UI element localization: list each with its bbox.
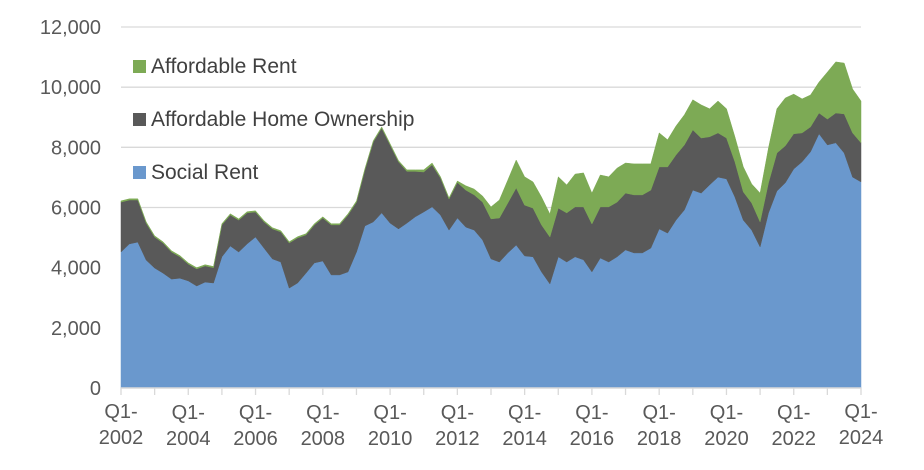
x-axis-labels: Q1- 2004 Q1- 2006 Q1- 2008 Q1- 2010 Q1- 2012 Q1- 20… (166, 402, 816, 450)
y-tick-label: 12,000 (40, 17, 101, 39)
x-tick-label: Q1- 2004 (166, 402, 211, 450)
x-tick-label-line1: Q1- (575, 402, 608, 424)
x-tick-label-start: Q1-2002 (98, 401, 144, 449)
x-tick-label-line2: 2014 (502, 428, 547, 450)
legend-swatch (133, 113, 146, 126)
x-tick-label-line1: Q1- (172, 402, 205, 424)
legend-item-affordable-rent: Affordable Rent (133, 40, 414, 93)
x-tick-label-line1: Q1- (710, 402, 743, 424)
x-tick-label: Q1- 2022 (771, 402, 816, 450)
x-tick-label-line1: Q1- (441, 402, 474, 424)
y-tick-label: 10,000 (40, 77, 101, 99)
x-tick-label-line2: 2010 (368, 428, 413, 450)
y-tick-label: 0 (90, 378, 101, 400)
x-tick-label-line2: 2022 (771, 428, 816, 450)
legend-label: Affordable Home Ownership (151, 107, 415, 131)
x-tick-label-line2: 2004 (166, 428, 211, 450)
x-tick-label: Q1- 2012 (435, 402, 480, 450)
legend-label: Affordable Rent (151, 54, 297, 78)
legend-item-affordable-home-ownership: Affordable Home Ownership (133, 93, 414, 146)
x-tick-label: Q1- 2014 (502, 402, 547, 450)
x-tick-label: Q1- 2010 (368, 402, 413, 450)
x-tick-label-line1: Q1- (777, 402, 810, 424)
legend-label: Social Rent (151, 160, 259, 184)
legend: Affordable Rent Affordable Home Ownershi… (133, 40, 414, 199)
x-tick-label: Q1- 2018 (637, 402, 682, 450)
y-tick-label: 6,000 (51, 198, 101, 220)
x-tick-label-line2: 2016 (570, 428, 615, 450)
x-tick-label-line1: Q1- (508, 402, 541, 424)
x-tick-label-line2: 2018 (637, 428, 682, 450)
axes (120, 387, 862, 395)
x-tick-label: Q1- 2006 (233, 402, 278, 450)
x-tick-label-end: Q1-2024 (838, 401, 884, 449)
area-affordable-rent (120, 61, 862, 270)
x-tick-label-line2: 2012 (435, 428, 480, 450)
x-tick-label-line1: Q1- (373, 402, 406, 424)
x-tick-label: Q1- 2016 (570, 402, 615, 450)
x-tick-label-line1: Q1- (239, 402, 272, 424)
legend-swatch (133, 166, 146, 179)
plot-areas (120, 61, 862, 389)
y-tick-label: 8,000 (51, 137, 101, 159)
x-tick-label-line2: 2020 (704, 428, 749, 450)
y-tick-label: 2,000 (51, 318, 101, 340)
y-tick-label: 4,000 (51, 258, 101, 280)
x-tick-label: Q1- 2008 (301, 402, 346, 450)
legend-item-social-rent: Social Rent (133, 146, 414, 199)
x-tick-label-line1: Q1- (643, 402, 676, 424)
legend-swatch (133, 60, 146, 73)
x-tick-label-line2: 2006 (233, 428, 278, 450)
x-tick-label-line2: 2008 (301, 428, 346, 450)
x-tick-label-line1: Q1- (306, 402, 339, 424)
x-tick-label: Q1- 2020 (704, 402, 749, 450)
y-axis-labels: 0 2,000 4,000 6,000 8,000 10,000 12,000 (40, 17, 101, 400)
